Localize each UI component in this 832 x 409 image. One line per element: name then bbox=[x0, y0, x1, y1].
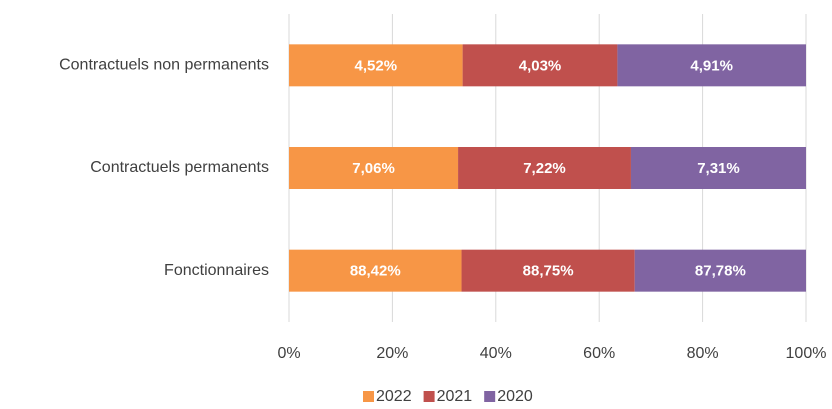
bar-segment bbox=[462, 44, 618, 87]
x-tick-label: 100% bbox=[786, 345, 827, 362]
legend-label: 2020 bbox=[497, 388, 533, 405]
bar-segment bbox=[634, 249, 806, 292]
value-label: 7,31% bbox=[697, 160, 740, 177]
bar-segment bbox=[630, 147, 806, 189]
legend-swatch bbox=[423, 391, 435, 402]
value-label: 4,52% bbox=[355, 57, 398, 74]
value-label: 4,03% bbox=[519, 57, 562, 74]
x-tick-label: 0% bbox=[277, 345, 300, 362]
bar-segment bbox=[289, 44, 463, 87]
legend-label: 2021 bbox=[437, 388, 473, 405]
value-label: 4,91% bbox=[690, 57, 733, 74]
legend-swatch bbox=[484, 391, 496, 402]
bar-segment bbox=[461, 249, 635, 292]
x-tick-label: 20% bbox=[376, 345, 408, 362]
bar-segment bbox=[289, 249, 462, 292]
y-tick-label: Contractuels permanents bbox=[90, 159, 269, 176]
bar-segment bbox=[289, 147, 459, 189]
value-label: 87,78% bbox=[695, 263, 746, 280]
value-label: 7,22% bbox=[523, 160, 566, 177]
y-tick-label: Contractuels non permanents bbox=[59, 57, 269, 74]
legend-swatch bbox=[363, 391, 374, 402]
value-label: 7,06% bbox=[352, 160, 395, 177]
x-tick-label: 40% bbox=[480, 345, 512, 362]
x-tick-label: 80% bbox=[687, 345, 719, 362]
bar-segment bbox=[458, 147, 631, 189]
y-tick-label: Fonctionnaires bbox=[164, 262, 269, 279]
x-tick-label: 60% bbox=[583, 345, 615, 362]
value-label: 88,42% bbox=[350, 263, 401, 280]
bar-segment bbox=[617, 44, 806, 87]
value-label: 88,75% bbox=[523, 263, 574, 280]
legend-label: 2022 bbox=[376, 388, 412, 405]
